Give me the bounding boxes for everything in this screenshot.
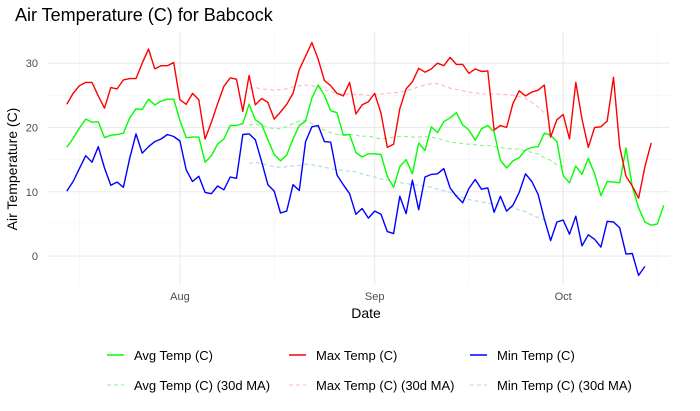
y-axis-ticks: 0 10 20 30: [26, 58, 38, 263]
grid: [48, 31, 670, 285]
x-tick-label: Oct: [555, 291, 572, 303]
series-line-min-temp: [66, 124, 646, 277]
series-line-min-temp-ma: [248, 161, 545, 221]
legend-label: Min Temp (C) (30d MA): [497, 378, 632, 393]
legend-item-max-temp-ma: Max Temp (C) (30d MA): [289, 378, 454, 393]
legend-item-avg-temp: Avg Temp (C): [107, 348, 213, 363]
legend-label: Avg Temp (C) (30d MA): [134, 378, 270, 393]
y-tick-label: 20: [26, 122, 38, 134]
legend-item-min-temp-ma: Min Temp (C) (30d MA): [470, 378, 632, 393]
y-tick-label: 0: [32, 251, 38, 263]
series-line-max-temp-ma: [249, 83, 551, 118]
legend-label: Max Temp (C) (30d MA): [316, 378, 454, 393]
legend-label: Avg Temp (C): [134, 348, 213, 363]
legend: Avg Temp (C) Max Temp (C) Min Temp (C) Avg …: [107, 348, 632, 393]
x-axis-ticks: Aug Sep Oct: [170, 291, 572, 303]
series-line-avg-temp-ma: [249, 119, 564, 168]
series-line-avg-temp: [66, 84, 665, 226]
legend-item-avg-temp-ma: Avg Temp (C) (30d MA): [107, 378, 270, 393]
legend-item-max-temp: Max Temp (C): [289, 348, 397, 363]
legend-label: Min Temp (C): [497, 348, 575, 363]
y-axis-title: Air Temperature (C): [4, 108, 20, 231]
x-tick-label: Sep: [365, 291, 385, 303]
y-tick-label: 30: [26, 58, 38, 70]
y-tick-label: 10: [26, 187, 38, 199]
x-tick-label: Aug: [170, 291, 190, 303]
plot-area: [66, 41, 665, 277]
legend-item-min-temp: Min Temp (C): [470, 348, 575, 363]
legend-label: Max Temp (C): [316, 348, 397, 363]
chart-title: Air Temperature (C) for Babcock: [15, 5, 274, 25]
series-line-max-temp: [66, 41, 652, 199]
x-axis-title: Date: [351, 305, 381, 321]
